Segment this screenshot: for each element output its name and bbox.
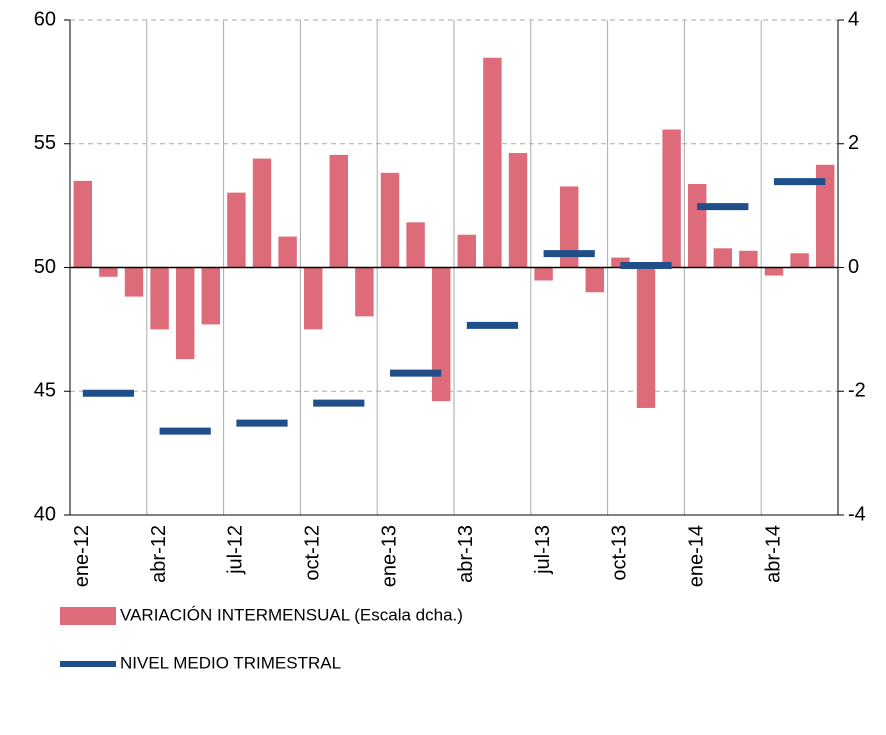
bar: [150, 267, 169, 330]
x-tick-label: oct-12: [301, 525, 323, 581]
bar: [124, 267, 144, 297]
x-tick-label: oct-13: [609, 525, 631, 581]
bar: [99, 267, 118, 277]
bar: [355, 267, 374, 317]
bar: [559, 186, 579, 268]
legend-swatch: [60, 607, 116, 625]
bar: [278, 236, 297, 268]
x-tick-label: abr-14: [762, 525, 784, 583]
bar: [636, 267, 656, 408]
bar: [406, 222, 425, 268]
bar: [252, 158, 272, 268]
x-tick-label: abr-12: [148, 525, 170, 583]
bar: [380, 172, 400, 268]
y2-tick-label: 4: [848, 8, 859, 30]
bar: [201, 267, 221, 325]
y-tick-label: 55: [34, 132, 56, 154]
y2-tick-label: -2: [848, 380, 866, 402]
x-tick-label: ene-13: [378, 525, 400, 587]
x-tick-label: ene-12: [71, 525, 93, 587]
bar: [457, 234, 477, 268]
x-tick-label: jul-13: [532, 525, 554, 575]
bar: [508, 153, 528, 268]
bar: [585, 267, 605, 293]
bar: [73, 180, 93, 268]
y2-tick-label: -4: [848, 503, 866, 525]
y2-tick-label: 2: [848, 132, 859, 154]
bar: [329, 154, 349, 268]
y-tick-label: 40: [34, 503, 56, 525]
y-tick-label: 50: [34, 256, 56, 278]
bar: [431, 267, 451, 402]
bar: [790, 253, 809, 268]
y2-tick-label: 0: [848, 256, 859, 278]
legend-label: VARIACIÓN INTERMENSUAL (Escala dcha.): [120, 605, 463, 624]
y-tick-label: 45: [34, 380, 56, 402]
x-tick-label: jul-12: [225, 525, 247, 575]
bar: [687, 183, 707, 268]
bar: [662, 129, 681, 268]
legend-label: NIVEL MEDIO TRIMESTRAL: [120, 653, 341, 672]
y-tick-label: 60: [34, 8, 56, 30]
bar: [534, 267, 553, 281]
bar: [227, 192, 246, 268]
x-tick-label: ene-14: [685, 525, 707, 587]
bar: [815, 164, 835, 268]
bar: [713, 248, 733, 268]
bar: [739, 250, 758, 268]
bar: [764, 267, 784, 276]
bar: [483, 57, 502, 268]
bar: [303, 267, 323, 330]
x-tick-label: abr-13: [455, 525, 477, 583]
bar: [175, 267, 195, 360]
